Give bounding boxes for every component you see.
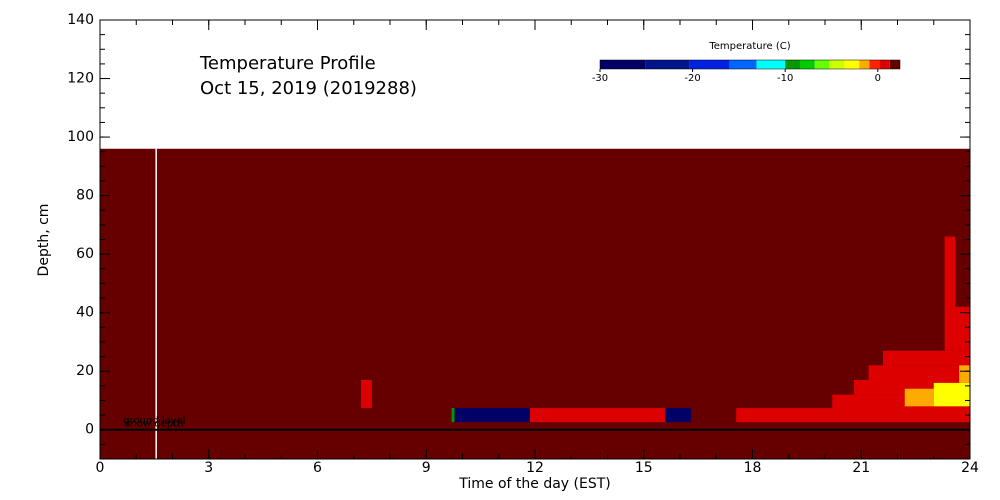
heatmap-cell — [361, 379, 372, 409]
chart-title: Temperature Profile — [199, 53, 376, 74]
colorbar-segment — [829, 60, 845, 69]
colorbar-tick-label: -10 — [777, 73, 793, 84]
colorbar-segment — [645, 60, 690, 69]
y-tick-label: 80 — [76, 188, 94, 204]
colorbar-tick-label: 0 — [875, 73, 881, 84]
colorbar-segment — [889, 60, 900, 69]
y-tick-label: 40 — [76, 305, 94, 321]
x-tick-label: 6 — [313, 460, 322, 476]
colorbar-segment — [800, 60, 815, 69]
x-tick-label: 12 — [526, 460, 544, 476]
colorbar-title: Temperature (C) — [708, 41, 790, 52]
colorbar-segment — [689, 60, 730, 69]
colorbar-frame — [599, 59, 901, 70]
y-tick-label: 120 — [67, 71, 94, 87]
colorbar-segment — [756, 60, 786, 69]
heatmap-cell — [665, 408, 691, 423]
colorbar-segment — [844, 60, 860, 69]
heatmap-cell — [933, 382, 970, 407]
colorbar-tick-label: -20 — [684, 73, 700, 84]
chart-subtitle: Oct 15, 2019 (2019288) — [200, 78, 417, 99]
heatmap-cell — [959, 365, 970, 383]
x-tick-label: 24 — [961, 460, 979, 476]
heatmap-cell — [944, 236, 956, 351]
y-tick-label: 0 — [85, 422, 94, 438]
colorbar-segment — [729, 60, 757, 69]
colorbar-segment — [600, 60, 646, 69]
x-tick-label: 18 — [744, 460, 762, 476]
colorbar-segment — [869, 60, 880, 69]
heatmap-cell — [883, 350, 970, 366]
colorbar-segment — [785, 60, 800, 69]
heatmap-cell — [451, 408, 455, 423]
snow-label: snow depth — [125, 419, 183, 430]
x-tick-label: 0 — [96, 460, 105, 476]
y-axis-label: Depth, cm — [36, 204, 52, 277]
heatmap-cell — [868, 365, 970, 380]
x-tick-label: 15 — [635, 460, 653, 476]
heatmap-cell — [904, 388, 934, 407]
colorbar-segment — [814, 60, 830, 69]
heatmap-cell — [736, 408, 970, 423]
x-tick-label: 9 — [422, 460, 431, 476]
y-tick-label: 60 — [76, 246, 94, 262]
x-axis-label: Time of the day (EST) — [458, 476, 611, 492]
heatmap-cell — [529, 408, 666, 423]
heatmap-cell — [454, 408, 530, 423]
y-tick-label: 140 — [67, 12, 94, 28]
heatmap-cell — [955, 306, 970, 351]
x-tick-label: 3 — [204, 460, 213, 476]
y-tick-label: 100 — [67, 129, 94, 145]
colorbar-segment — [879, 60, 890, 69]
colorbar-segment — [859, 60, 870, 69]
heatmap-background — [100, 148, 970, 460]
x-tick-label: 21 — [852, 460, 870, 476]
y-tick-label: 20 — [76, 363, 94, 379]
ground-label: ground level — [123, 416, 185, 427]
colorbar-tick-label: -30 — [592, 73, 608, 84]
